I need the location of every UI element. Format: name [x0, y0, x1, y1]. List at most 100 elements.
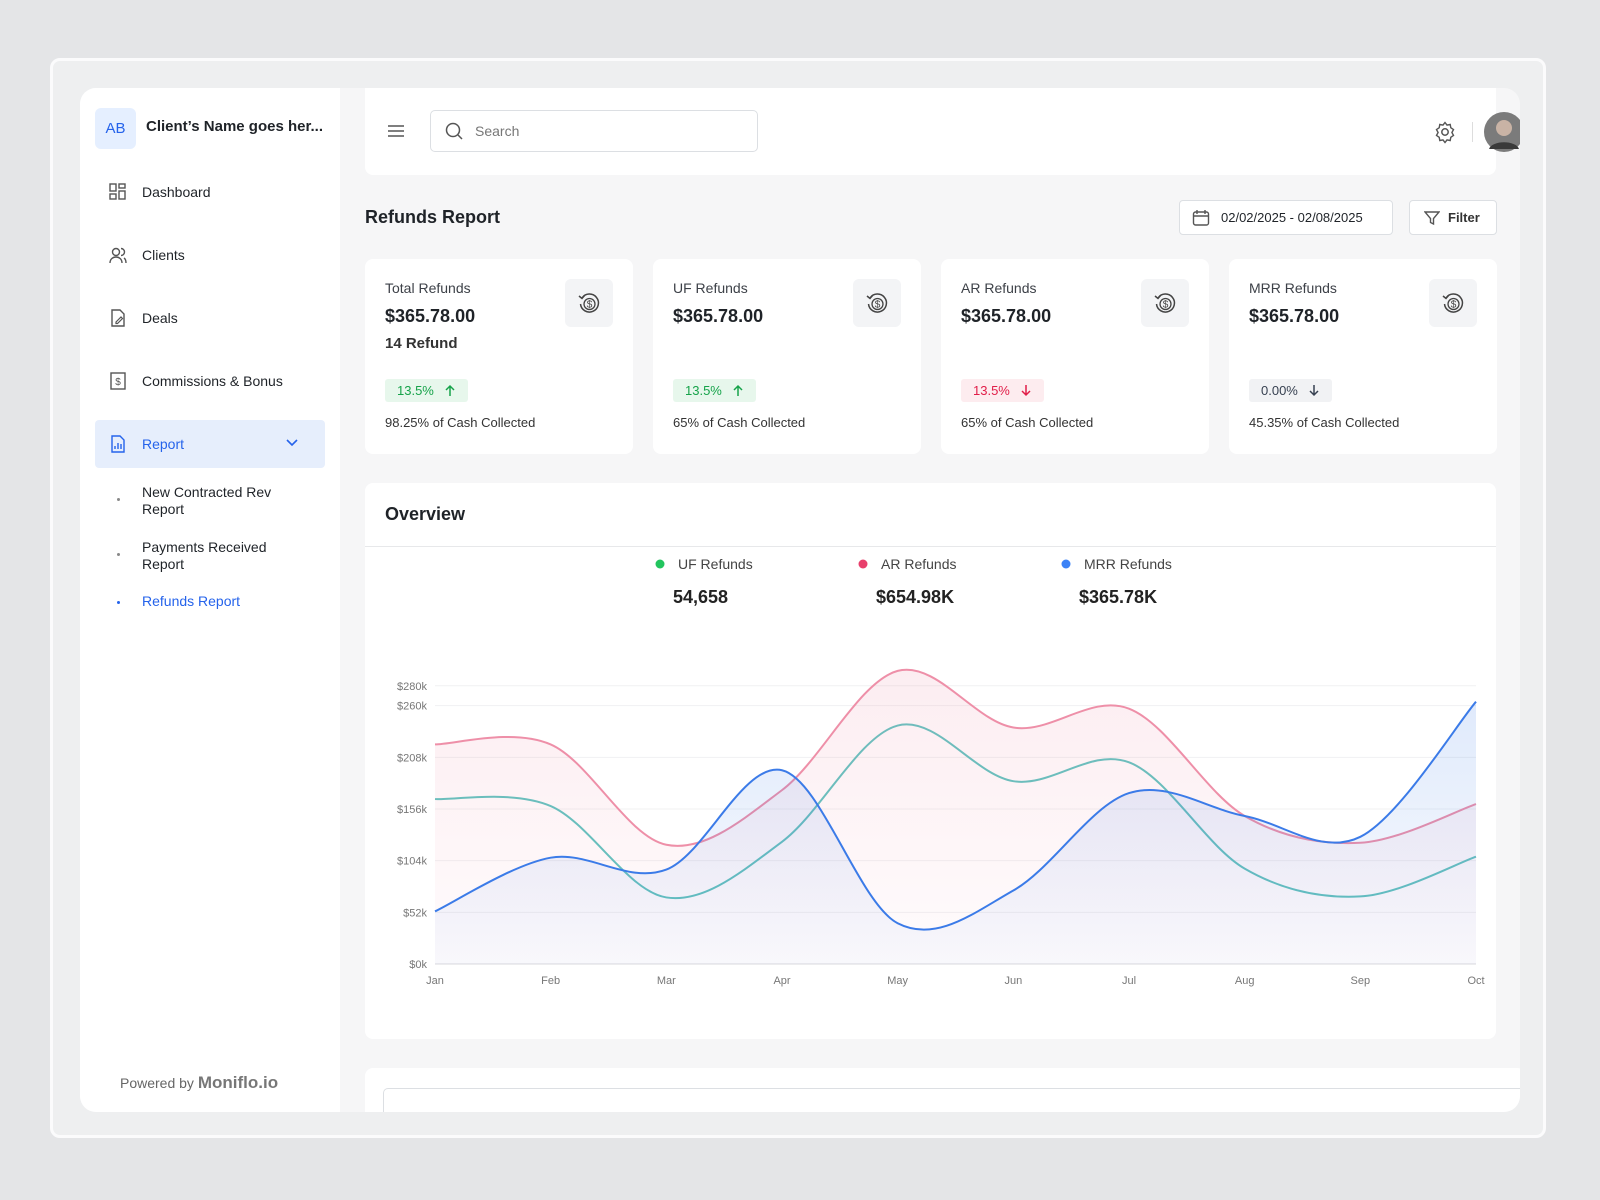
card-icon: $ — [1429, 279, 1477, 327]
settings-icon[interactable] — [1433, 120, 1457, 144]
legend-marker — [858, 559, 868, 569]
y-tick-label: $104k — [397, 856, 427, 868]
nav-item[interactable]: Dashboard — [142, 184, 211, 200]
nav-item[interactable]: Report — [142, 436, 185, 452]
svg-text:$: $ — [1163, 300, 1169, 311]
search-placeholder: Search — [475, 123, 520, 139]
subnav-item[interactable]: Payments Received Report — [142, 539, 267, 572]
subnav-item[interactable]: Refunds Report — [142, 593, 241, 609]
calendar-icon — [1192, 210, 1210, 226]
divider — [365, 546, 1496, 547]
legend-marker — [1061, 559, 1071, 569]
legend-label: MRR Refunds — [1084, 556, 1172, 572]
date-range: 02/02/2025 - 02/08/2025 — [1221, 210, 1363, 225]
card-icon: $ — [1141, 279, 1189, 327]
page-title: Refunds Report — [365, 207, 500, 227]
footer-value: 65% — [961, 415, 988, 430]
powered-by: Powered by Moniflo.io — [120, 1073, 278, 1093]
series-area — [435, 701, 1476, 964]
refund-icon: $ — [1442, 293, 1464, 313]
chevron — [286, 439, 298, 447]
nav-icon — [111, 309, 125, 327]
change-badge: 13.5% — [673, 379, 756, 402]
nav-icon — [109, 183, 126, 200]
card-icon: $ — [853, 279, 901, 327]
card-amount: $365.78.00 — [385, 306, 476, 326]
legend-label: AR Refunds — [881, 556, 956, 572]
y-tick-label: $156k — [397, 804, 427, 816]
refund-icon: $ — [578, 293, 600, 313]
filter-button[interactable]: Filter — [1409, 200, 1497, 235]
nav-icon: $ — [110, 372, 126, 390]
client-badge[interactable]: AB — [95, 108, 136, 149]
x-tick-label: Oct — [1467, 975, 1484, 987]
card-footer: 65% of Cash Collected — [673, 415, 805, 430]
powered-label: Powered by — [120, 1075, 194, 1091]
nav-item[interactable]: Commissions & Bonus — [142, 373, 283, 389]
avatar[interactable] — [1483, 111, 1520, 153]
legend-label: UF Refunds — [678, 556, 753, 572]
details-card — [365, 1068, 1520, 1112]
subnav-dot — [117, 553, 120, 556]
overview-title: Overview — [385, 504, 466, 524]
trend-arrow — [733, 384, 743, 396]
nav-item[interactable]: Clients — [142, 247, 185, 263]
search-box[interactable]: Search — [430, 110, 758, 152]
card-footer: 45.35% of Cash Collected — [1249, 415, 1399, 430]
svg-text:$: $ — [115, 377, 121, 388]
card-label: AR Refunds — [961, 280, 1037, 296]
change-value: 0.00% — [1261, 383, 1298, 398]
subnav-item[interactable]: New Contracted Rev Report — [142, 484, 272, 517]
change-value: 13.5% — [685, 383, 722, 398]
card-amount: $365.78.00 — [1249, 306, 1340, 326]
x-tick-label: Jan — [426, 975, 444, 987]
menu-icon[interactable] — [387, 124, 405, 138]
search-icon — [445, 122, 463, 140]
change-value: 13.5% — [397, 383, 434, 398]
card-amount: $365.78.00 — [961, 306, 1052, 326]
nav-item[interactable]: Deals — [142, 310, 178, 326]
legend-total: $365.78K — [1079, 587, 1157, 607]
card-sub: 14 Refund — [385, 335, 458, 352]
card-icon: $ — [565, 279, 613, 327]
svg-text:$: $ — [1451, 300, 1457, 311]
x-tick-label: Sep — [1351, 975, 1371, 987]
y-tick-label: $208k — [397, 752, 427, 764]
change-badge: 0.00% — [1249, 379, 1332, 402]
app-panel: AB Client’s Name goes her... Powered by … — [80, 88, 1520, 1112]
subnav-dot — [117, 498, 120, 501]
x-tick-label: Jul — [1122, 975, 1136, 987]
subnav-dot — [117, 601, 120, 604]
change-badge: 13.5% — [961, 379, 1044, 402]
divider — [1472, 122, 1473, 142]
stat-card: MRR Refunds $365.78.00 $0.00% 45.35% of Cas… — [1229, 259, 1497, 454]
stat-card: UF Refunds $365.78.00 $13.5% 65% of Cash Co… — [653, 259, 921, 454]
stat-card: AR Refunds $365.78.00 $13.5% 65% of Cash Co… — [941, 259, 1209, 454]
legend-total: $654.98K — [876, 587, 954, 607]
x-tick-label: May — [887, 975, 908, 987]
x-tick-label: Feb — [541, 975, 560, 987]
legend-marker — [655, 559, 665, 569]
stat-card: Total Refunds $365.78.00 14 Refund $13.5% 98… — [365, 259, 633, 454]
footer-text: of Cash Collected — [432, 415, 536, 430]
refund-icon: $ — [866, 293, 888, 313]
y-tick-label: $280k — [397, 681, 427, 693]
svg-text:$: $ — [875, 300, 881, 311]
date-range-button[interactable]: 02/02/2025 - 02/08/2025 — [1179, 200, 1393, 235]
footer-text: of Cash Collected — [990, 415, 1094, 430]
brand: Moniflo.io — [197, 1073, 279, 1092]
details-row — [383, 1088, 1520, 1112]
x-tick-label: Aug — [1235, 975, 1255, 987]
footer-text: of Cash Collected — [1296, 415, 1400, 430]
overview-card: Overview $0k $52k $104k $156k $208k $260k $280… — [365, 483, 1496, 1039]
nav-icon — [109, 247, 127, 264]
footer-value: 98.25% — [385, 415, 430, 430]
y-tick-label: $52k — [403, 907, 427, 919]
series-line — [434, 701, 1477, 931]
sidebar: AB Client’s Name goes her... Powered by … — [80, 88, 340, 1112]
footer-value: 45.35% — [1249, 415, 1294, 430]
card-footer: 98.25% of Cash Collected — [385, 415, 535, 430]
x-tick-label: Apr — [773, 975, 790, 987]
nav-icon — [111, 435, 125, 453]
